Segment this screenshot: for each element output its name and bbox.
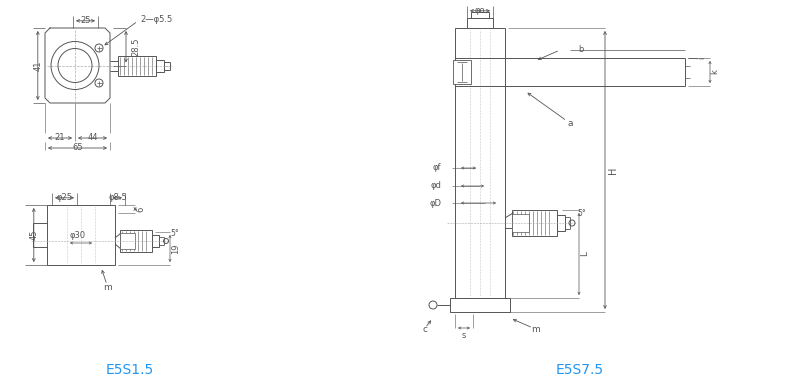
Text: 25: 25 (80, 16, 90, 25)
Text: 44: 44 (87, 134, 98, 142)
Text: 19: 19 (171, 243, 181, 254)
Bar (120, 230, 152, 252)
Text: 45: 45 (30, 230, 38, 240)
Text: m: m (530, 326, 539, 334)
Text: 2—φ5.5: 2—φ5.5 (140, 15, 172, 25)
Bar (467, 18, 493, 28)
Bar (450, 298, 510, 312)
Text: k: k (710, 70, 719, 74)
Text: E5S7.5: E5S7.5 (556, 363, 604, 377)
Text: φo: φo (474, 6, 486, 15)
Bar (120, 233, 135, 249)
Bar (47, 205, 115, 265)
Text: 5°: 5° (170, 230, 178, 238)
Bar (453, 60, 471, 84)
Text: 65: 65 (72, 144, 83, 152)
Text: a: a (567, 119, 573, 127)
Text: H: H (608, 166, 618, 174)
Text: φ8.5: φ8.5 (108, 193, 127, 202)
Text: m: m (102, 283, 111, 291)
Text: φ25: φ25 (57, 193, 73, 202)
Bar (455, 28, 505, 298)
Text: s: s (462, 331, 466, 339)
Text: c: c (422, 326, 427, 334)
Bar (118, 56, 156, 76)
Bar (512, 210, 557, 236)
Text: b: b (578, 45, 583, 55)
Text: φ30: φ30 (69, 230, 85, 240)
Text: φd: φd (430, 182, 441, 190)
Bar (512, 214, 529, 232)
Text: i: i (698, 57, 706, 59)
Text: 5°: 5° (577, 209, 586, 217)
Bar (156, 60, 164, 71)
Text: 41: 41 (34, 60, 42, 71)
Text: E5S1.5: E5S1.5 (106, 363, 154, 377)
Bar (557, 215, 565, 231)
Bar (152, 235, 159, 247)
Text: 28.5: 28.5 (131, 38, 141, 56)
Bar (471, 12, 489, 18)
Text: 6: 6 (137, 206, 146, 212)
Text: L: L (581, 252, 590, 257)
Text: 21: 21 (54, 134, 66, 142)
Text: φf: φf (433, 164, 441, 172)
Text: φD: φD (429, 199, 441, 207)
